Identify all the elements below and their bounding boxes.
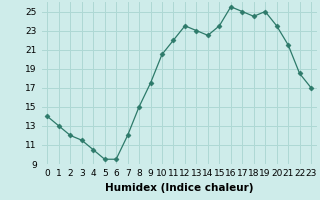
- X-axis label: Humidex (Indice chaleur): Humidex (Indice chaleur): [105, 183, 253, 193]
